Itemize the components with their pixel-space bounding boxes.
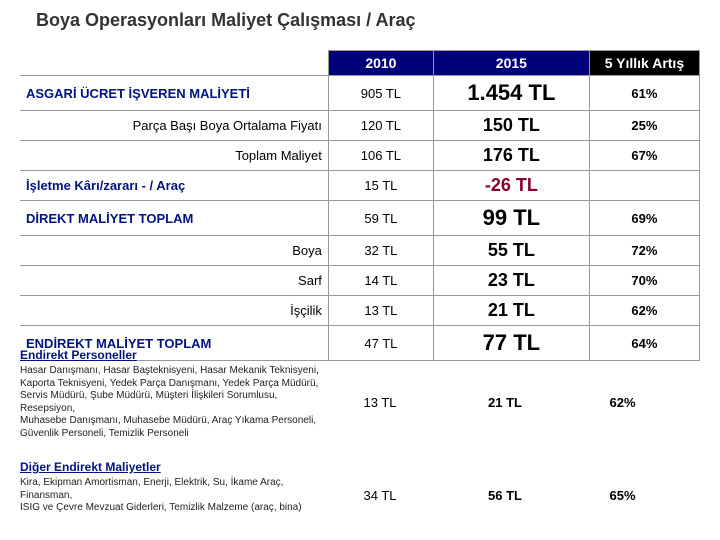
footer-line: Güvenlik Personeli, Temizlik Personeli bbox=[20, 428, 325, 441]
row-label: Boya bbox=[20, 236, 328, 266]
other-indirect-header: Diğer Endirekt Maliyetler bbox=[20, 460, 700, 474]
row-2010: 905 TL bbox=[328, 76, 433, 111]
other-indirect-costs: Diğer Endirekt Maliyetler Kira, Ekipman … bbox=[20, 460, 700, 516]
row-label: Parça Başı Boya Ortalama Fiyatı bbox=[20, 111, 328, 141]
row-2015: 176 TL bbox=[433, 141, 589, 171]
row-label: Sarf bbox=[20, 266, 328, 296]
page-title: Boya Operasyonları Maliyet Çalışması / A… bbox=[36, 10, 416, 31]
row-pct: 25% bbox=[589, 111, 699, 141]
f2-pct: 65% bbox=[575, 488, 670, 503]
table-row: Parça Başı Boya Ortalama Fiyatı120 TL150… bbox=[20, 111, 700, 141]
row-2015: 23 TL bbox=[433, 266, 589, 296]
row-pct bbox=[589, 171, 699, 201]
f1-2015: 21 TL bbox=[435, 395, 575, 410]
table-row: İşçilik13 TL21 TL62% bbox=[20, 296, 700, 326]
row-2015: 150 TL bbox=[433, 111, 589, 141]
f2-2015: 56 TL bbox=[435, 488, 575, 503]
f2-2010: 34 TL bbox=[325, 488, 435, 503]
row-label: Toplam Maliyet bbox=[20, 141, 328, 171]
row-2010: 120 TL bbox=[328, 111, 433, 141]
row-2015: 99 TL bbox=[433, 201, 589, 236]
row-pct: 69% bbox=[589, 201, 699, 236]
f1-2010: 13 TL bbox=[325, 395, 435, 410]
indirect-personnel-header: Endirekt Personeller bbox=[20, 348, 700, 362]
row-label: ASGARİ ÜCRET İŞVEREN MALİYETİ bbox=[20, 76, 328, 111]
cost-table: 2010 2015 5 Yıllık Artış ASGARİ ÜCRET İŞ… bbox=[20, 50, 700, 361]
row-label: İşletme Kârı/zararı - / Araç bbox=[20, 171, 328, 201]
indirect-personnel: Endirekt Personeller Hasar Danışmanı, Ha… bbox=[20, 348, 700, 441]
table-row: Sarf14 TL23 TL70% bbox=[20, 266, 700, 296]
row-2010: 32 TL bbox=[328, 236, 433, 266]
table-row: ASGARİ ÜCRET İŞVEREN MALİYETİ905 TL1.454… bbox=[20, 76, 700, 111]
row-2015: -26 TL bbox=[433, 171, 589, 201]
row-2010: 59 TL bbox=[328, 201, 433, 236]
f1-pct: 62% bbox=[575, 395, 670, 410]
row-2010: 106 TL bbox=[328, 141, 433, 171]
row-2010: 15 TL bbox=[328, 171, 433, 201]
row-2015: 55 TL bbox=[433, 236, 589, 266]
col-2010: 2010 bbox=[328, 51, 433, 76]
table-row: DİREKT MALİYET TOPLAM59 TL99 TL69% bbox=[20, 201, 700, 236]
row-label: İşçilik bbox=[20, 296, 328, 326]
footer-line: Servis Müdürü, Şube Müdürü, Müşteri İliş… bbox=[20, 390, 325, 415]
col-2015: 2015 bbox=[433, 51, 589, 76]
table-row: Boya32 TL55 TL72% bbox=[20, 236, 700, 266]
footer-line: ISIG ve Çevre Mevzuat Giderleri, Temizli… bbox=[20, 502, 325, 515]
row-2015: 21 TL bbox=[433, 296, 589, 326]
row-pct: 72% bbox=[589, 236, 699, 266]
footer-line: Muhasebe Danışmanı, Muhasebe Müdürü, Ara… bbox=[20, 415, 325, 428]
row-pct: 67% bbox=[589, 141, 699, 171]
col-increase: 5 Yıllık Artış bbox=[589, 51, 699, 76]
table-row: İşletme Kârı/zararı - / Araç15 TL-26 TL bbox=[20, 171, 700, 201]
row-pct: 61% bbox=[589, 76, 699, 111]
row-pct: 70% bbox=[589, 266, 699, 296]
footer-line: Kira, Ekipman Amortisman, Enerji, Elektr… bbox=[20, 477, 325, 502]
row-2010: 13 TL bbox=[328, 296, 433, 326]
row-2010: 14 TL bbox=[328, 266, 433, 296]
footer-line: Hasar Danışmanı, Hasar Başteknisyeni, Ha… bbox=[20, 365, 325, 390]
row-2015: 1.454 TL bbox=[433, 76, 589, 111]
row-pct: 62% bbox=[589, 296, 699, 326]
row-label: DİREKT MALİYET TOPLAM bbox=[20, 201, 328, 236]
table-row: Toplam Maliyet106 TL176 TL67% bbox=[20, 141, 700, 171]
